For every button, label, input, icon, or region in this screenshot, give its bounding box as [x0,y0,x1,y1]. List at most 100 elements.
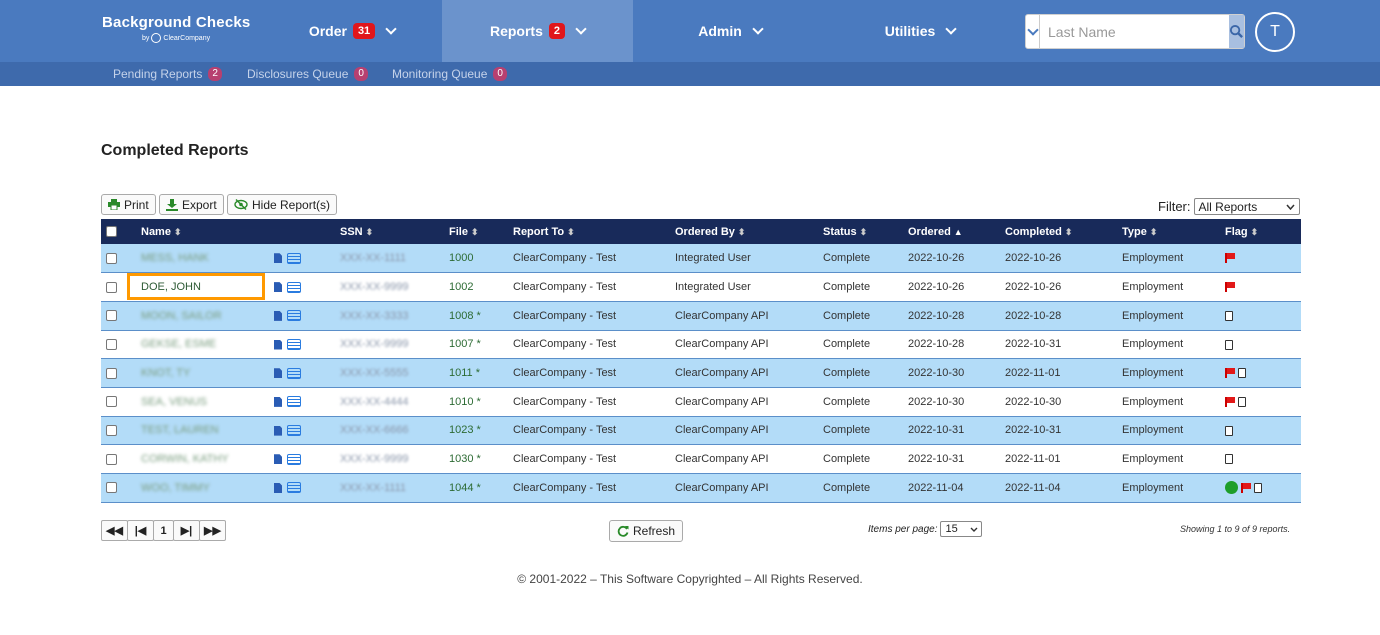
col-ordered[interactable]: Ordered ▲ [908,219,1005,244]
flag-icon[interactable] [1225,253,1235,264]
applicant-name[interactable]: MESS, HANK [141,252,209,265]
pdf-icon[interactable] [1238,396,1246,407]
document-icon[interactable] [274,368,282,379]
search-type-dropdown[interactable] [1026,15,1040,48]
search-input[interactable] [1040,15,1229,48]
cell-file[interactable]: 1000 [449,252,474,265]
list-details-icon[interactable] [287,310,301,322]
document-icon[interactable] [274,253,282,264]
table-row[interactable]: TEST, LAUREN XXX-XX-6666 1023 * ClearCompan… [101,416,1301,445]
filter-select[interactable]: All Reports [1193,198,1300,215]
list-details-icon[interactable] [287,396,301,408]
cell-file[interactable]: 1008 * [449,309,481,322]
document-icon[interactable] [274,339,282,350]
col-completed[interactable]: Completed ⬍ [1005,219,1122,244]
table-row[interactable]: GEKSE, ESME XXX-XX-9999 1007 * ClearCompany… [101,330,1301,359]
subnav-pending-reports[interactable]: Pending Reports 2 [113,67,222,81]
applicant-name[interactable]: KNOT, TY [141,367,191,380]
flag-icon[interactable] [1225,368,1235,379]
print-button[interactable]: Print [101,194,156,215]
list-details-icon[interactable] [287,453,301,465]
applicant-name[interactable]: CORWIN, KATHY [141,453,229,466]
first-page-button[interactable]: ◀◀ [101,520,128,541]
row-checkbox[interactable] [106,482,117,494]
document-icon[interactable] [274,454,282,465]
hide-reports-button[interactable]: Hide Report(s) [227,194,338,215]
cell-file[interactable]: 1011 * [449,367,480,380]
pdf-icon[interactable] [1225,425,1233,436]
cell-file[interactable]: 1044 * [449,481,481,494]
cell-file[interactable]: 1030 * [449,453,481,466]
cell-file[interactable]: 1023 * [449,424,481,437]
col-status[interactable]: Status ⬍ [823,219,908,244]
list-details-icon[interactable] [287,482,301,494]
subnav-monitoring-queue[interactable]: Monitoring Queue 0 [392,67,507,81]
table-row[interactable]: KNOT, TY XXX-XX-5555 1011 * ClearCompany - … [101,358,1301,388]
applicant-name[interactable]: MOON, SAILOR [141,309,222,322]
applicant-name[interactable]: WOO, TIMMY [141,481,210,494]
row-checkbox[interactable] [106,425,117,437]
select-all-checkbox[interactable] [106,226,117,238]
cell-file[interactable]: 1002 [449,281,474,294]
table-row[interactable]: CORWIN, KATHY XXX-XX-9999 1030 * ClearCompa… [101,444,1301,474]
current-page[interactable]: 1 [153,520,174,541]
pdf-icon[interactable] [1225,310,1233,321]
last-page-button[interactable]: ▶▶ [199,520,226,541]
pdf-icon[interactable] [1225,339,1233,350]
flag-icon[interactable] [1225,282,1235,293]
table-row[interactable]: SEA, VENUS XXX-XX-4444 1010 * ClearCompany … [101,387,1301,417]
list-details-icon[interactable] [287,339,301,350]
cell-file[interactable]: 1007 * [449,338,481,351]
flag-icon[interactable] [1241,482,1251,493]
document-icon[interactable] [274,425,282,436]
brand-logo[interactable]: Background Checks by ClearCompany [102,14,250,43]
table-row[interactable]: MOON, SAILOR XXX-XX-3333 1008 * ClearCompan… [101,301,1301,331]
col-name[interactable]: Name ⬍ [141,219,274,244]
nav-utilities[interactable]: Utilities [860,0,980,62]
col-ssn[interactable]: SSN ⬍ [340,219,449,244]
document-icon[interactable] [274,396,282,407]
applicant-name[interactable]: TEST, LAUREN [141,424,219,437]
prev-page-button[interactable]: |◀ [127,520,154,541]
col-report-to[interactable]: Report To ⬍ [513,219,675,244]
document-icon[interactable] [274,282,282,293]
flag-icon[interactable] [1225,396,1235,407]
applicant-name[interactable]: GEKSE, ESME [141,338,217,351]
pdf-icon[interactable] [1238,368,1246,379]
list-details-icon[interactable] [287,281,301,293]
cell-file[interactable]: 1010 * [449,395,481,408]
next-page-button[interactable]: ▶| [173,520,200,541]
document-icon[interactable] [274,482,282,493]
col-ordered-by[interactable]: Ordered By ⬍ [675,219,823,244]
user-avatar[interactable]: T [1255,12,1295,52]
pdf-icon[interactable] [1225,454,1233,465]
document-icon[interactable] [274,310,282,321]
col-file[interactable]: File ⬍ [449,219,513,244]
export-button[interactable]: Export [159,194,224,215]
table-row[interactable]: DOE, JOHN XXX-XX-9999 1002 ClearCompany - T… [101,272,1301,302]
row-checkbox[interactable] [106,339,117,350]
row-checkbox[interactable] [106,453,117,465]
applicant-name[interactable]: SEA, VENUS [141,395,208,408]
nav-reports[interactable]: Reports 2 [442,0,633,62]
row-checkbox[interactable] [106,367,117,379]
subnav-disclosures-queue[interactable]: Disclosures Queue 0 [247,67,368,81]
row-checkbox[interactable] [106,281,117,293]
row-checkbox[interactable] [106,252,117,264]
table-row[interactable]: WOO, TIMMY XXX-XX-1111 1044 * ClearCompany … [101,473,1301,503]
nav-admin[interactable]: Admin [670,0,790,62]
list-details-icon[interactable] [287,425,301,437]
search-button[interactable] [1229,15,1244,48]
refresh-button[interactable]: Refresh [609,520,684,542]
table-row[interactable]: MESS, HANK XXX-XX-1111 1000 ClearCompany - … [101,244,1301,273]
pdf-icon[interactable] [1254,482,1262,493]
items-per-page-select[interactable]: 15 [940,521,983,537]
applicant-name[interactable]: DOE, JOHN [141,281,201,294]
nav-order[interactable]: Order 31 [282,0,422,62]
list-details-icon[interactable] [287,367,301,379]
col-flag[interactable]: Flag ⬍ [1225,219,1301,244]
list-details-icon[interactable] [287,252,301,264]
row-checkbox[interactable] [106,396,117,408]
col-type[interactable]: Type ⬍ [1122,219,1225,244]
row-checkbox[interactable] [106,310,117,322]
